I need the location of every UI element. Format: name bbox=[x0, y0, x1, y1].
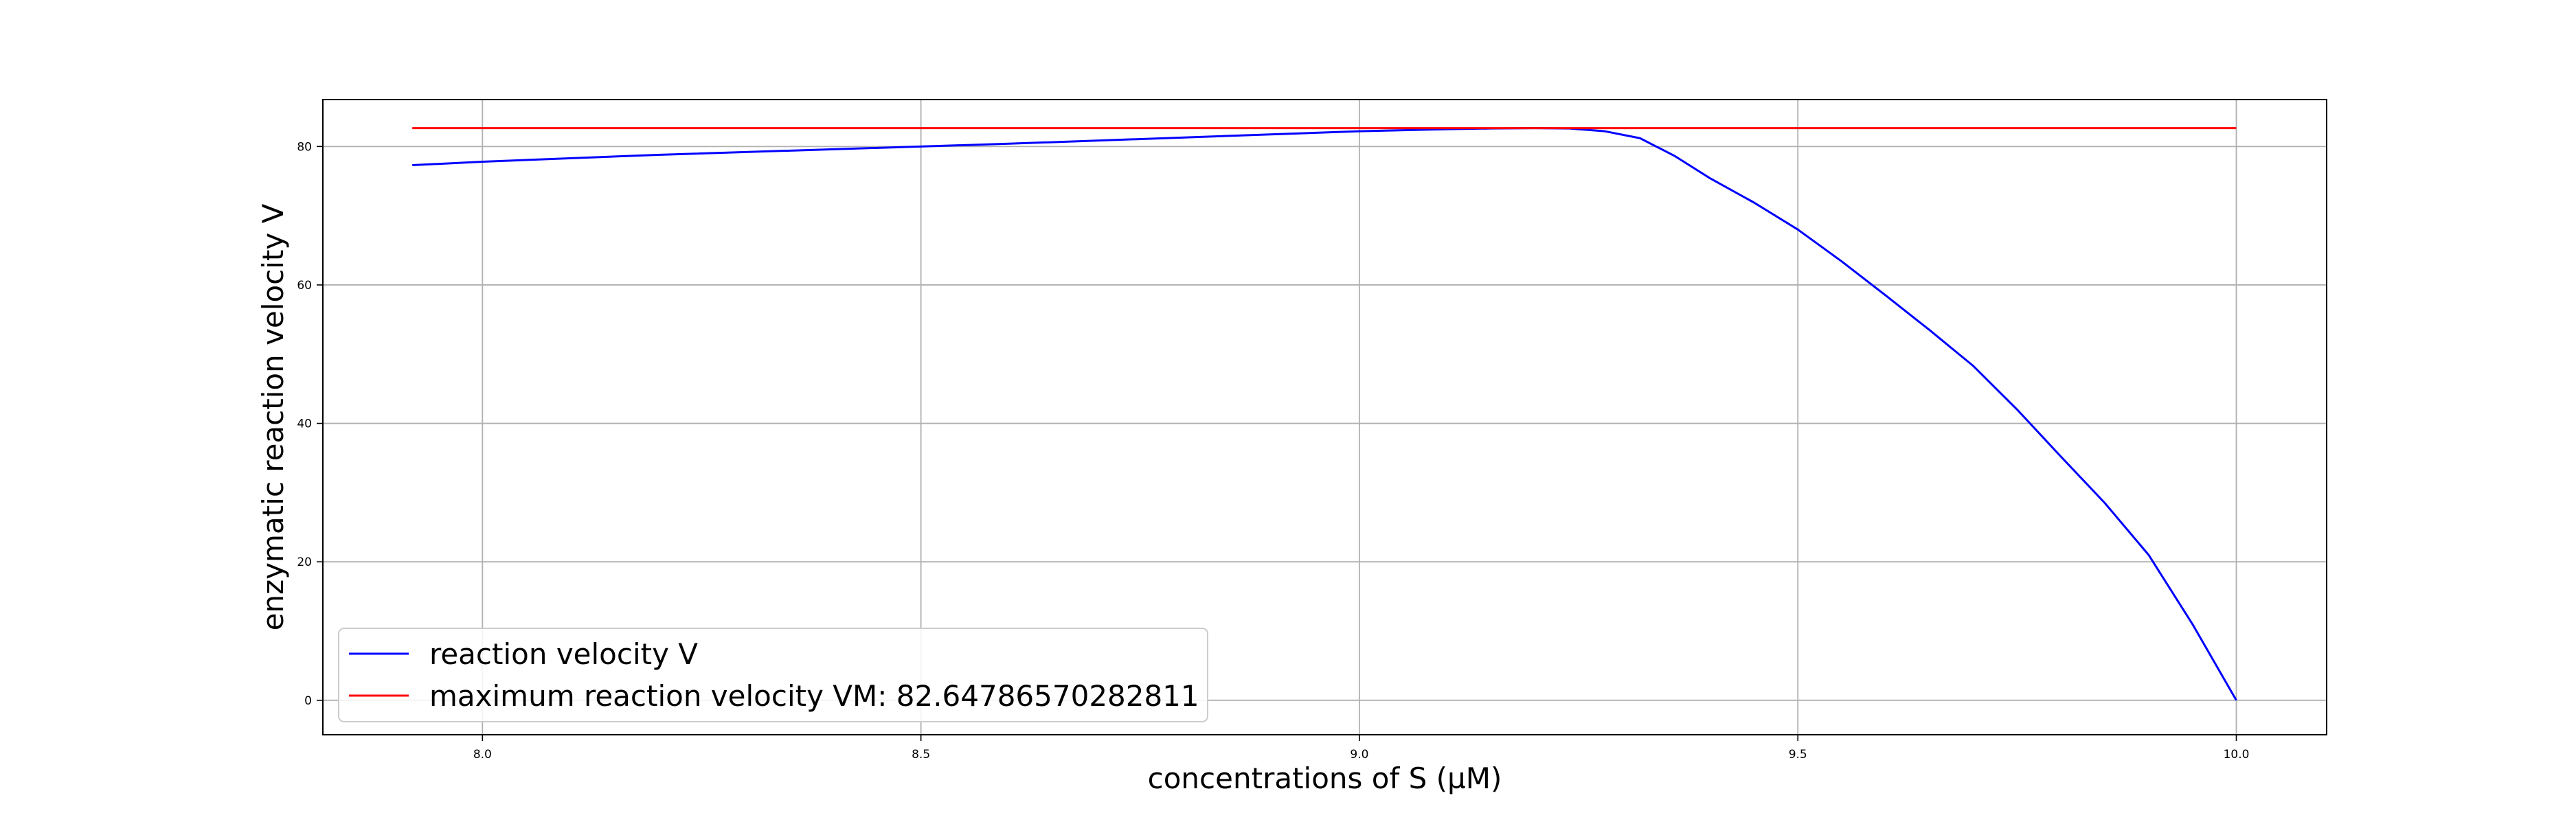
x-tick-label: 9.0 bbox=[1350, 748, 1368, 762]
legend-label-maximum-velocity: maximum reaction velocity VM: 82.6478657… bbox=[429, 679, 1199, 713]
plot-frame bbox=[322, 99, 2327, 735]
legend: reaction velocity V maximum reaction vel… bbox=[338, 628, 1208, 722]
y-tick-label: 0 bbox=[304, 694, 312, 708]
x-tick-label: 9.5 bbox=[1789, 748, 1807, 762]
y-tick-label: 60 bbox=[297, 279, 312, 293]
series-layer bbox=[412, 127, 2237, 701]
x-axis-label: concentrations of S (µM) bbox=[1148, 762, 1502, 795]
y-tick-label: 20 bbox=[297, 556, 312, 569]
legend-label-reaction-velocity: reaction velocity V bbox=[429, 637, 698, 671]
x-tick-label: 10.0 bbox=[2224, 748, 2250, 762]
tick-layer: 8.0 8.5 9.0 9.5 10.0 0 20 40 60 80 bbox=[297, 140, 2249, 762]
y-tick-label: 80 bbox=[297, 140, 312, 154]
x-tick-label: 8.0 bbox=[473, 748, 492, 762]
y-axis-label: enzymatic reaction velocity V bbox=[256, 203, 290, 630]
legend-box bbox=[338, 628, 1208, 722]
series-line-reaction-velocity bbox=[412, 127, 2237, 701]
y-tick-label: 40 bbox=[297, 417, 312, 431]
x-tick-label: 8.5 bbox=[912, 748, 930, 762]
